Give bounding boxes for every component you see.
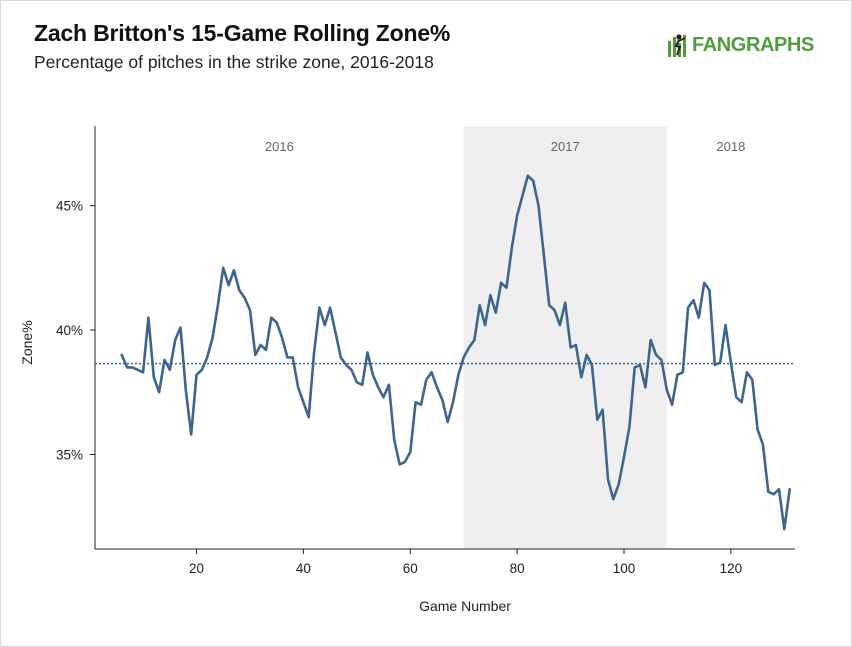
y-axis-label: Zone% (19, 320, 35, 364)
x-axis-label: Game Number (419, 598, 511, 614)
fangraphs-logo-icon (668, 34, 686, 57)
y-tick-label-40: 40% (56, 323, 83, 338)
season-label-2017: 2017 (551, 139, 580, 154)
series-line-0 (120, 174, 792, 531)
chart-subtitle: Percentage of pitches in the strike zone… (34, 52, 434, 72)
x-tick-label-120: 120 (720, 561, 743, 576)
fangraphs-logo: FANGRAPHS (667, 33, 814, 57)
x-tick-label-60: 60 (403, 561, 418, 576)
fangraphs-logo-text: FANGRAPHS (692, 33, 814, 56)
season-label-2016: 2016 (265, 139, 294, 154)
y-tick-label-45: 45% (56, 199, 83, 214)
season-shade-2017 (463, 126, 667, 549)
y-tick-label-35: 35% (56, 447, 83, 462)
x-tick-label-80: 80 (510, 561, 525, 576)
x-tick-label-20: 20 (189, 561, 204, 576)
chart-title: Zach Britton's 15-Game Rolling Zone% (34, 20, 451, 46)
season-label-2018: 2018 (716, 139, 745, 154)
x-tick-label-40: 40 (296, 561, 311, 576)
x-tick-label-100: 100 (613, 561, 636, 576)
